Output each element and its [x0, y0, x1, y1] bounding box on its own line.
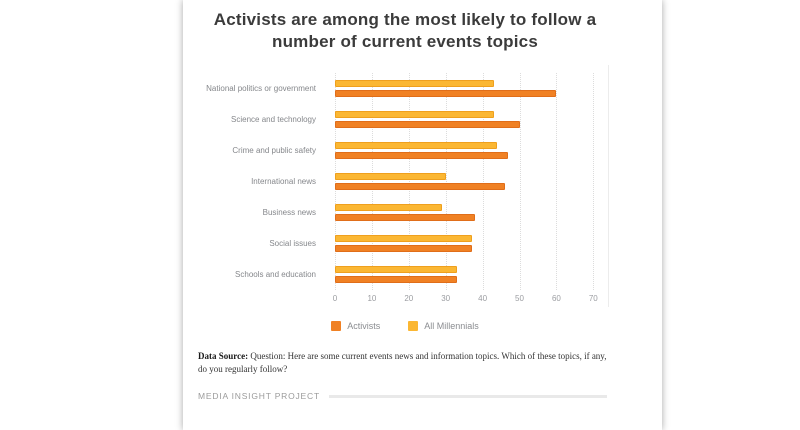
x-tick-label: 20 [404, 294, 414, 304]
bar-group [335, 228, 608, 259]
x-tick-label: 40 [478, 294, 488, 304]
gridline-70 [593, 73, 595, 291]
category-label: Crime and public safety [232, 146, 316, 156]
legend-swatch-activists [331, 321, 342, 332]
bar-group [335, 73, 608, 104]
bar-all-millennials [335, 142, 498, 150]
bar-group [335, 259, 608, 290]
legend-item-activists: Activists [331, 321, 381, 332]
brand-name: MEDIA INSIGHT PROJECT [198, 391, 320, 402]
chart-row-international-news: International news [198, 166, 612, 197]
x-tick-label: 0 [332, 294, 338, 304]
bar-all-millennials [335, 235, 472, 243]
bar-activists [335, 214, 476, 222]
chart-legend: Activists All Millennials [198, 321, 612, 332]
category-label: Social issues [269, 239, 316, 249]
brand-row: MEDIA INSIGHT PROJECT [198, 391, 612, 401]
bar-group [335, 166, 608, 197]
chart-row-science-and-technology: Science and technology [198, 104, 612, 135]
gridline-30 [445, 73, 447, 291]
gridline-50 [519, 73, 521, 291]
chart-row-social-issues: Social issues [198, 228, 612, 259]
bar-activists [335, 245, 472, 253]
bar-activists [335, 183, 505, 191]
gridline-40 [482, 73, 484, 291]
legend-label: All Millennials [424, 321, 479, 332]
bar-activists [335, 90, 557, 98]
legend-item-all-millennials: All Millennials [408, 321, 479, 332]
bar-activists [335, 152, 509, 160]
chart-row-schools-and-education: Schools and education [198, 259, 612, 290]
x-tick-label: 50 [515, 294, 524, 304]
gridline-20 [408, 73, 410, 291]
bar-group [335, 104, 608, 135]
x-tick-label: 10 [367, 294, 377, 304]
bar-activists [335, 276, 457, 284]
chart-widget: Activists are among the most likely to f… [198, 0, 612, 401]
category-label: National politics or government [206, 84, 316, 94]
chart-row-crime-and-public-safety: Crime and public safety [198, 135, 612, 166]
data-source-note: Data Source: Question: Here are some cur… [198, 350, 614, 376]
bar-all-millennials [335, 111, 494, 119]
x-axis: 0 10 20 30 40 50 60 70 [198, 292, 612, 308]
legend-label: Activists [347, 321, 381, 332]
bar-all-millennials [335, 204, 442, 212]
category-label: Science and technology [231, 115, 316, 125]
category-label: Business news [262, 208, 316, 218]
bar-group [335, 135, 608, 166]
legend-swatch-all-millennials [408, 321, 419, 332]
bar-group [335, 197, 608, 228]
chart-row-national-politics-or-government: National politics or government [198, 73, 612, 104]
bar-chart: National politics or government Science a… [198, 65, 612, 308]
x-tick-label: 30 [441, 294, 451, 304]
chart-gridlines [335, 73, 608, 291]
bar-all-millennials [335, 266, 457, 274]
chart-title: Activists are among the most likely to f… [213, 10, 597, 52]
gridline-0 [335, 73, 336, 291]
category-label: International news [251, 177, 316, 187]
x-tick-label: 70 [588, 294, 598, 304]
chart-right-border [608, 65, 609, 308]
brand-divider-line [328, 394, 607, 398]
x-tick-label: 60 [551, 294, 561, 304]
bar-activists [335, 121, 520, 129]
category-label: Schools and education [235, 270, 316, 280]
article-card: Activists are among the most likely to f… [183, 0, 662, 430]
data-source-text: Question: Here are some current events n… [198, 351, 607, 375]
bar-all-millennials [335, 80, 494, 88]
bar-all-millennials [335, 173, 446, 181]
chart-row-business-news: Business news [198, 197, 612, 228]
data-source-label: Data Source: [198, 351, 249, 362]
chart-rows: National politics or government Science a… [198, 73, 612, 290]
gridline-60 [556, 73, 558, 291]
gridline-10 [371, 73, 373, 291]
